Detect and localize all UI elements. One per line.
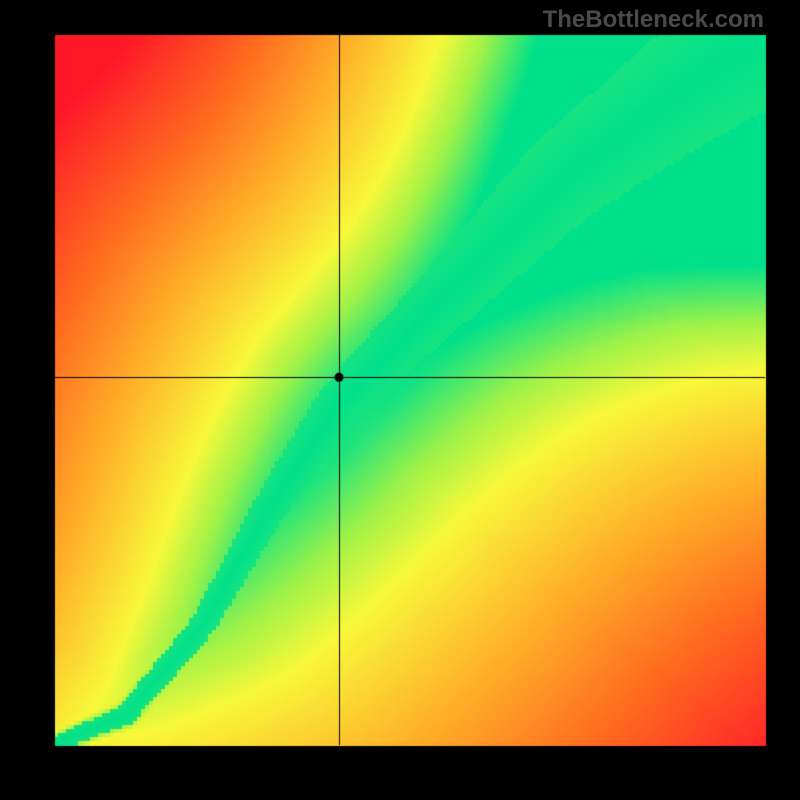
watermark-text: TheBottleneck.com [543, 6, 764, 34]
heatmap-canvas [0, 0, 800, 800]
figure-container: TheBottleneck.com [0, 0, 800, 800]
